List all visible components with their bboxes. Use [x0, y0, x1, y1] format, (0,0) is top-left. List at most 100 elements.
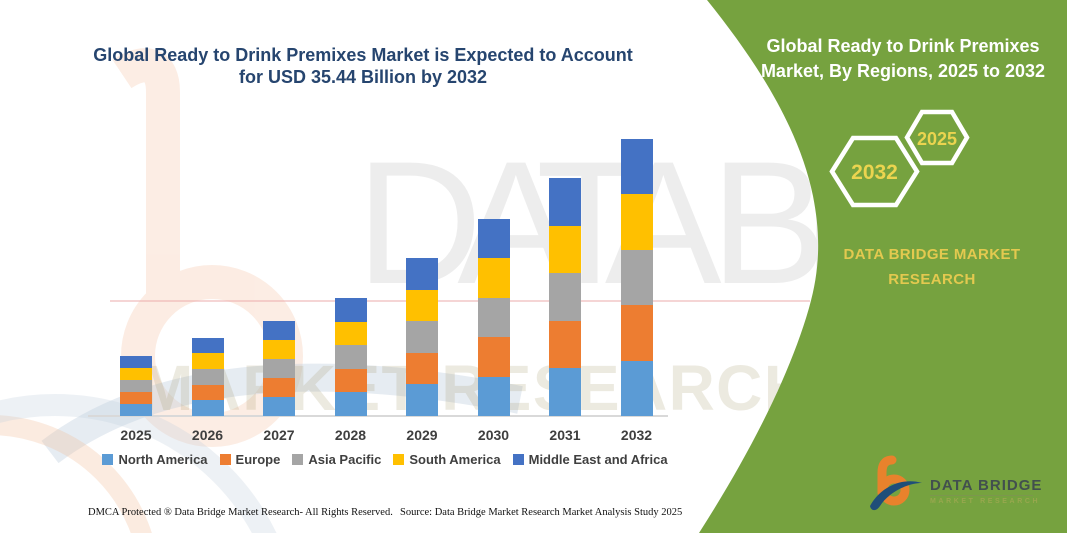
panel-title: Global Ready to Drink Premixes Market, B… [752, 34, 1054, 84]
x-axis-line [88, 415, 668, 417]
hexagon-2025: 2025 [904, 109, 970, 166]
legend-label: Europe [235, 452, 281, 467]
chart-title: Global Ready to Drink Premixes Market is… [85, 44, 641, 88]
bar-segment-europe [406, 352, 438, 385]
panel-title-line1: Global Ready to Drink Premixes [766, 36, 1040, 56]
bar-segment-middle-east-and-africa [477, 218, 510, 259]
bar-segment-asia-pacific [406, 321, 438, 353]
bar-segment-europe [334, 368, 367, 393]
bar-segment-europe [263, 378, 295, 398]
watermark-pink-line [110, 300, 810, 302]
legend-item-south-america: South America [393, 452, 501, 467]
legend-label: Middle East and Africa [528, 452, 668, 467]
hexagon-2025-label: 2025 [917, 129, 957, 149]
bar-segment-middle-east-and-africa [120, 355, 152, 368]
legend-swatch [393, 454, 405, 465]
hexagon-2032: 2032 [829, 135, 920, 208]
x-axis-label-2025: 2025 [120, 427, 152, 443]
bar-segment-middle-east-and-africa [620, 139, 653, 195]
panel-title-line2: Market, By Regions, 2025 to 2032 [760, 61, 1046, 81]
bar-segment-middle-east-and-africa [263, 321, 295, 341]
legend-item-middle-east-and-africa: Middle East and Africa [512, 452, 668, 467]
hexagon-2032-label: 2032 [851, 161, 898, 184]
bar-segment-south-america [620, 194, 653, 250]
x-axis-label-2030: 2030 [477, 427, 510, 443]
bar-segment-middle-east-and-africa [191, 337, 224, 354]
panel-brand-text: DATA BRIDGE MARKET RESEARCH [803, 242, 1061, 292]
bar-segment-north-america [477, 376, 510, 416]
bar-segment-north-america [406, 384, 438, 416]
x-axis-label-2029: 2029 [406, 427, 438, 443]
databridge-logo-icon [870, 455, 922, 511]
bar-segment-asia-pacific [191, 369, 224, 385]
x-axis-label-2026: 2026 [191, 427, 224, 443]
bar-segment-europe [191, 384, 224, 401]
logo-divider [930, 495, 1033, 496]
bar-2027 [263, 321, 295, 416]
chart-title-line2: for USD 35.44 Billion by 2032 [238, 67, 488, 87]
logo-subtext: MARKET RESEARCH [930, 498, 1041, 505]
bar-segment-south-america [120, 367, 152, 380]
bar-segment-europe [120, 391, 152, 404]
legend-label: North America [118, 452, 208, 467]
bar-segment-north-america [549, 368, 581, 416]
legend-swatch [102, 454, 114, 465]
bar-2029 [406, 258, 438, 416]
bar-segment-europe [620, 305, 653, 361]
bar-2032 [620, 139, 653, 416]
bar-2030 [477, 218, 510, 416]
bar-segment-south-america [191, 353, 224, 370]
bar-segment-north-america [620, 360, 653, 416]
legend-swatch [512, 454, 524, 465]
bar-segment-asia-pacific [263, 359, 295, 379]
watermark-text-line2: MARKET RESEARCH [140, 352, 810, 424]
watermark-corner-arc-blue [0, 394, 277, 533]
bar-segment-north-america [191, 400, 224, 416]
panel-brand-line1: DATA BRIDGE MARKET [843, 246, 1021, 263]
bar-segment-north-america [263, 397, 295, 416]
bar-2031 [549, 178, 581, 416]
bar-segment-south-america [477, 258, 510, 298]
x-axis-label-2031: 2031 [549, 427, 581, 443]
bar-2025 [120, 355, 152, 416]
bar-2026 [191, 337, 224, 416]
bar-segment-north-america [120, 403, 152, 416]
bar-segment-middle-east-and-africa [549, 178, 581, 226]
bar-2028 [334, 298, 367, 416]
bar-segment-asia-pacific [477, 297, 510, 338]
legend-item-asia-pacific: Asia Pacific [292, 452, 381, 467]
legend-label: South America [409, 452, 501, 467]
bar-segment-north-america [334, 392, 367, 416]
dmca-notice: DMCA Protected ® Data Bridge Market Rese… [88, 507, 393, 518]
legend-item-north-america: North America [102, 452, 208, 467]
logo-wordmark: DATA BRIDGE [930, 477, 1043, 494]
x-axis-label-2032: 2032 [620, 427, 653, 443]
legend-swatch [292, 454, 304, 465]
watermark-swoosh [41, 363, 523, 464]
bar-segment-europe [477, 337, 510, 377]
legend-label: Asia Pacific [308, 452, 382, 467]
bar-segment-south-america [406, 289, 438, 322]
bar-segment-south-america [263, 340, 295, 360]
source-note: Source: Data Bridge Market Research Mark… [400, 507, 683, 518]
bar-segment-asia-pacific [334, 345, 367, 369]
chart-legend: North America Europe Asia Pacific South Ame… [85, 452, 685, 467]
chart-title-line1: Global Ready to Drink Premixes Market is… [93, 45, 633, 65]
bar-segment-asia-pacific [549, 273, 581, 321]
bar-segment-middle-east-and-africa [334, 298, 367, 322]
legend-item-europe: Europe [219, 452, 281, 467]
bar-segment-south-america [549, 225, 581, 274]
bar-segment-europe [549, 320, 581, 369]
legend-swatch [219, 454, 231, 465]
hexagon-badges: 2032 2025 [829, 109, 970, 208]
panel-brand-line2: RESEARCH [888, 271, 976, 288]
x-axis-label-2027: 2027 [263, 427, 295, 443]
bar-segment-south-america [334, 321, 367, 346]
bar-segment-middle-east-and-africa [406, 258, 438, 290]
bar-segment-asia-pacific [620, 249, 653, 306]
bar-segment-asia-pacific [120, 379, 152, 392]
x-axis-label-2028: 2028 [334, 427, 367, 443]
